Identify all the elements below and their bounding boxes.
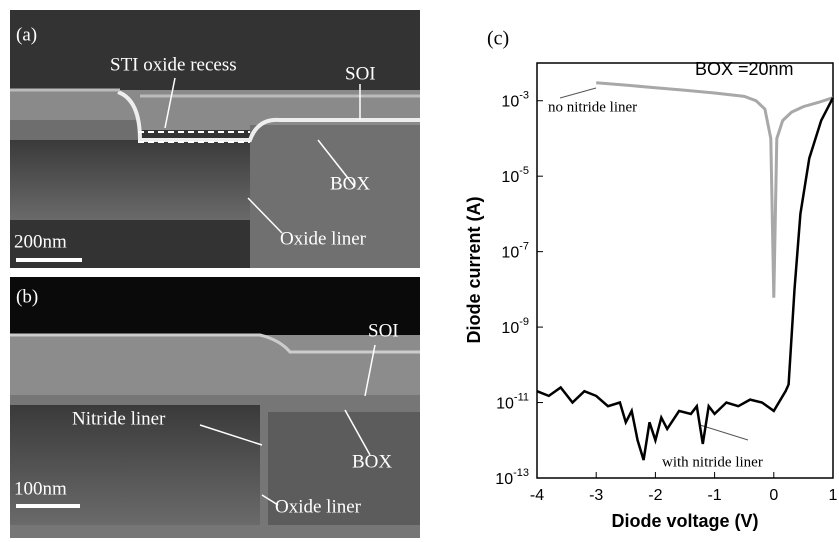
x-tick-label: -3 bbox=[589, 487, 603, 504]
tick-exponent: -13 bbox=[513, 467, 529, 479]
tick-base: 10 bbox=[501, 94, 519, 111]
y-tick-label: 10-11 bbox=[496, 392, 529, 413]
x-tick-label: -1 bbox=[707, 487, 721, 504]
annotation: STI oxide recess bbox=[110, 54, 237, 75]
tick-exponent: -11 bbox=[514, 392, 529, 404]
tick-base: 10 bbox=[495, 471, 513, 488]
x-tick-label: 1 bbox=[829, 487, 838, 504]
y-tick-label: 10-9 bbox=[501, 316, 529, 337]
annotation: SOI bbox=[345, 63, 376, 84]
annotation: SOI bbox=[368, 320, 399, 341]
annotation: BOX =20nm bbox=[695, 59, 794, 79]
scale-label: 200nm bbox=[14, 231, 67, 252]
chart: (c) BOX =20nm Diode voltage (V) Diode cu… bbox=[464, 28, 838, 531]
x-tick-label: 0 bbox=[769, 487, 778, 504]
annotation: BOX bbox=[330, 173, 370, 194]
tick-exponent: -9 bbox=[519, 316, 529, 328]
tick-base: 10 bbox=[501, 245, 519, 262]
annotation: Oxide liner bbox=[275, 496, 362, 517]
tick-base: 10 bbox=[496, 396, 514, 413]
panel-label: (c) bbox=[487, 28, 509, 50]
y-axis-title: Diode current (A) bbox=[464, 196, 484, 343]
series-label: no nitride liner bbox=[548, 99, 637, 115]
y-tick-label: 10-7 bbox=[501, 241, 529, 262]
x-tick-label: -2 bbox=[648, 487, 662, 504]
tick-base: 10 bbox=[501, 169, 519, 186]
y-tick-label: 10-3 bbox=[501, 90, 529, 111]
series-label: with nitride liner bbox=[662, 454, 763, 470]
annotation: Oxide liner bbox=[280, 228, 367, 249]
y-tick-label: 10-5 bbox=[501, 165, 529, 186]
annotation: BOX bbox=[352, 451, 392, 472]
sem-panel-a: (a) 200nm STI oxide recess SOI BOX Oxide… bbox=[10, 10, 420, 268]
plot-frame bbox=[536, 62, 834, 479]
series-line bbox=[596, 81, 834, 298]
scale-label: 100nm bbox=[14, 478, 67, 499]
sem-panel-b: (b) 100nm SOI Nitride liner BOX Oxide li… bbox=[10, 277, 420, 538]
x-tick-label: -4 bbox=[530, 487, 544, 504]
series-line bbox=[536, 97, 835, 461]
x-axis-title: Diode voltage (V) bbox=[611, 511, 758, 531]
tick-exponent: -3 bbox=[519, 90, 529, 102]
annotation: Nitride liner bbox=[72, 408, 166, 429]
y-tick-label: 10-13 bbox=[495, 467, 529, 488]
tick-exponent: -5 bbox=[519, 165, 529, 177]
tick-base: 10 bbox=[501, 320, 519, 337]
panel-label: (a) bbox=[16, 24, 37, 45]
tick-exponent: -7 bbox=[519, 241, 529, 253]
panel-label: (b) bbox=[16, 286, 38, 307]
